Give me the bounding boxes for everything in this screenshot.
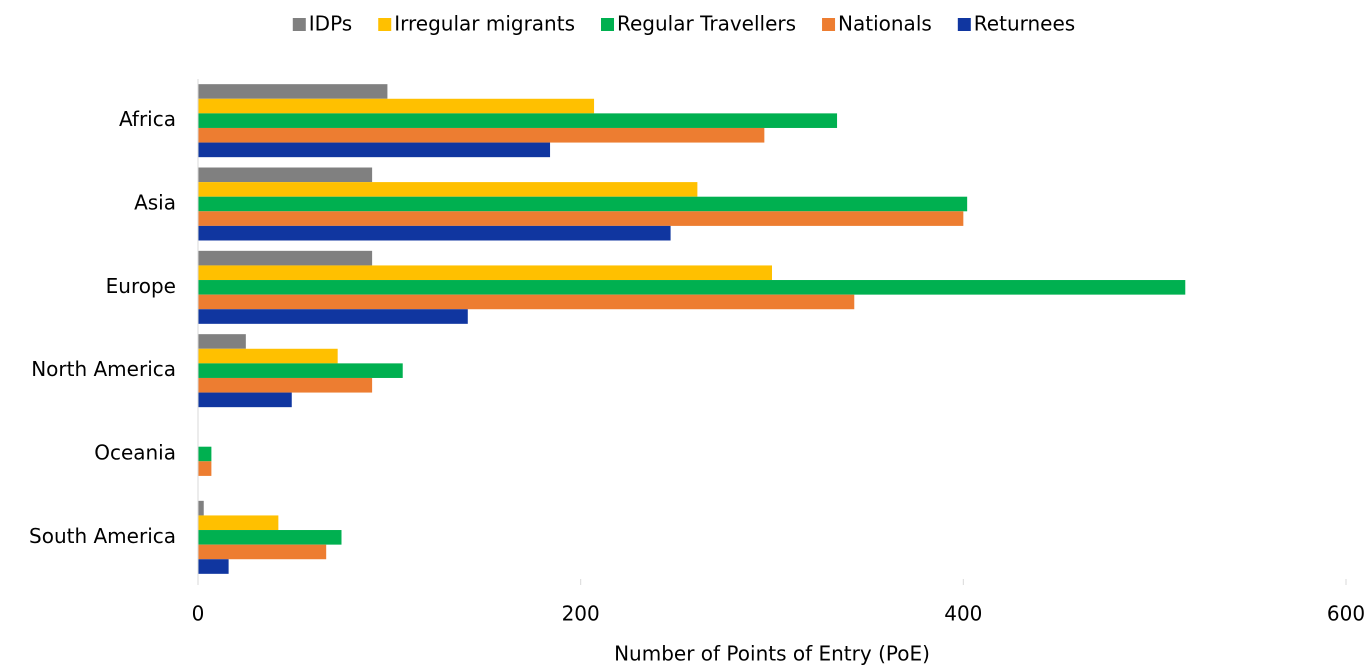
legend-label: IDPs [309,12,352,36]
bar [198,500,204,516]
bar [198,265,772,281]
bar [198,446,212,462]
x-tick-label: 0 [192,602,205,626]
legend-label: Returnees [974,12,1075,36]
bar [198,515,279,531]
bar [198,211,964,226]
legend-swatch [957,18,971,31]
bar [198,559,229,574]
legend-label: Irregular migrants [394,12,575,36]
bar [198,377,373,393]
bar [198,280,1186,295]
legend-swatch [822,18,836,31]
legend-label: Nationals [838,12,932,36]
x-tick-label: 200 [562,602,600,626]
y-tick-label: North America [31,357,176,381]
y-tick-label: Oceania [94,441,176,465]
bar [198,167,373,183]
bar [198,250,373,266]
bar [198,127,765,143]
y-tick-label: Africa [119,107,176,131]
x-tick-label: 600 [1327,602,1365,626]
bar [198,334,246,349]
x-axis-title: Number of Points of Entry (PoE) [614,642,930,666]
bar [198,530,342,545]
bar [198,225,671,241]
bar [198,142,551,158]
bar [198,294,855,310]
legend-swatch [601,18,615,31]
bar [198,98,595,114]
legend-swatch [292,18,306,31]
legend-swatch [378,18,392,31]
bar [198,363,403,378]
bar [198,196,968,212]
bar [198,84,388,99]
y-tick-label: South America [29,524,176,548]
bar [198,309,468,324]
bar [198,348,338,364]
y-tick-label: Asia [134,191,176,215]
bar [198,182,698,197]
legend-label: Regular Travellers [617,12,796,36]
x-tick-label: 400 [944,602,982,626]
bar [198,113,838,128]
bar [198,392,292,408]
bar [198,461,212,476]
bar [198,544,327,560]
y-tick-label: Europe [106,274,176,298]
